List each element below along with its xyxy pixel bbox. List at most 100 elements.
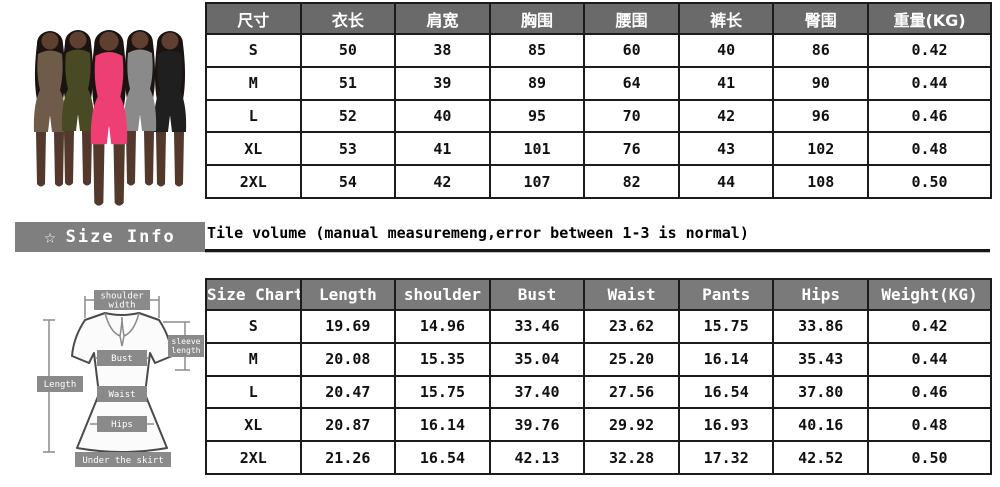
model-figure <box>33 31 67 187</box>
value-cell: 76 <box>583 131 680 167</box>
hips-label-box <box>97 416 147 432</box>
column-header: Bust <box>488 278 586 311</box>
value-cell: 101 <box>488 131 586 167</box>
value-cell: 64 <box>583 65 680 101</box>
value-cell: 35.43 <box>772 341 870 377</box>
table-row: XL 20.87 16.14 39.76 29.92 16.93 40.16 0.48 <box>205 407 992 443</box>
length-label: Length <box>44 380 77 390</box>
column-header: Weight(KG) <box>867 278 992 311</box>
column-header: Waist <box>583 278 680 311</box>
value-cell: 39 <box>394 65 491 101</box>
value-cell: 60 <box>583 33 680 68</box>
measurement-diagram-svg: shoulder width Length Bust Waist Hips sl… <box>37 290 204 467</box>
column-header: 腰围 <box>583 2 680 35</box>
size-cell: XL <box>205 131 302 167</box>
bust-label: Bust <box>111 354 133 364</box>
value-cell: 51 <box>299 65 397 101</box>
under-skirt-label-box <box>75 452 171 467</box>
value-cell: 43 <box>677 131 775 167</box>
table-row: S 19.69 14.96 33.46 23.62 15.75 33.86 0.42 <box>205 309 992 344</box>
value-cell: 16.54 <box>394 440 491 475</box>
sleeve-label-line2: length <box>172 346 201 355</box>
value-cell: 50 <box>299 33 397 68</box>
model-figure <box>153 31 187 187</box>
value-cell: 16.93 <box>677 407 775 443</box>
measurement-note: Tile volume (manual measuremeng,error be… <box>205 221 990 252</box>
value-cell: 0.46 <box>867 98 992 134</box>
dress-collar <box>104 312 140 347</box>
size-cell: L <box>205 98 302 134</box>
size-cell: S <box>205 309 302 344</box>
value-cell: 23.62 <box>583 309 680 344</box>
value-cell: 54 <box>299 164 397 199</box>
sleeve-label-line1: sleeve <box>172 337 201 346</box>
value-cell: 33.46 <box>488 309 586 344</box>
value-cell: 108 <box>772 164 870 199</box>
header-row: Size Chart Length shoulder Bust Waist Pants Hi… <box>205 278 992 311</box>
value-cell: 96 <box>772 98 870 134</box>
waist-label-box <box>97 386 147 402</box>
bust-label-box <box>97 350 147 366</box>
table-row: M 20.08 15.35 35.04 25.20 16.14 35.43 0.44 <box>205 341 992 377</box>
value-cell: 15.35 <box>394 341 491 377</box>
value-cell: 42.13 <box>488 440 586 475</box>
column-header: 肩宽 <box>394 2 491 35</box>
size-table-en: Size Chart Length shoulder Bust Waist Pants Hi… <box>205 278 992 475</box>
value-cell: 37.80 <box>772 374 870 410</box>
model-figure <box>61 30 95 186</box>
value-cell: 86 <box>772 33 870 68</box>
models-illustration <box>33 29 187 206</box>
column-header: Pants <box>677 278 775 311</box>
value-cell: 82 <box>583 164 680 199</box>
size-cell: 2XL <box>205 440 302 475</box>
column-header: 衣长 <box>299 2 397 35</box>
hips-label: Hips <box>111 420 133 430</box>
size-cell: M <box>205 341 302 377</box>
column-header: Hips <box>772 278 870 311</box>
value-cell: 37.40 <box>488 374 586 410</box>
size-cell: 2XL <box>205 164 302 199</box>
value-cell: 38 <box>394 33 491 68</box>
column-header: 胸围 <box>488 2 586 35</box>
value-cell: 0.42 <box>867 33 992 68</box>
value-cell: 29.92 <box>583 407 680 443</box>
value-cell: 20.87 <box>299 407 397 443</box>
table-row: 2XL 54 42 107 82 44 108 0.50 <box>205 164 992 199</box>
value-cell: 14.96 <box>394 309 491 344</box>
size-cell: L <box>205 374 302 410</box>
value-cell: 32.28 <box>583 440 680 475</box>
value-cell: 102 <box>772 131 870 167</box>
value-cell: 0.48 <box>867 407 992 443</box>
value-cell: 16.54 <box>677 374 775 410</box>
column-header: Size Chart <box>205 278 302 311</box>
size-cell: M <box>205 65 302 101</box>
value-cell: 0.50 <box>867 164 992 199</box>
size-cell: S <box>205 33 302 68</box>
size-info-label: Size Info <box>65 227 176 247</box>
model-figure <box>123 30 157 186</box>
value-cell: 20.47 <box>299 374 397 410</box>
value-cell: 42 <box>394 164 491 199</box>
value-cell: 20.08 <box>299 341 397 377</box>
value-cell: 16.14 <box>677 341 775 377</box>
size-cell: XL <box>205 407 302 443</box>
value-cell: 70 <box>583 98 680 134</box>
value-cell: 107 <box>488 164 586 199</box>
value-cell: 85 <box>488 33 586 68</box>
value-cell: 0.46 <box>867 374 992 410</box>
table-row: XL 53 41 101 76 43 102 0.48 <box>205 131 992 167</box>
value-cell: 0.44 <box>867 341 992 377</box>
sleeve-label-box <box>168 335 204 357</box>
model-figure <box>90 29 128 206</box>
product-photo <box>12 4 208 210</box>
header-row: 尺寸 衣长 肩宽 胸围 腰围 裤长 臀围 重量(KG) <box>205 2 992 35</box>
value-cell: 52 <box>299 98 397 134</box>
value-cell: 0.42 <box>867 309 992 344</box>
value-cell: 42 <box>677 98 775 134</box>
size-table-cn: 尺寸 衣长 肩宽 胸围 腰围 裤长 臀围 重量(KG) S 50 38 85 60 40 86 0.42 M 51… <box>205 2 992 199</box>
column-header: 臀围 <box>772 2 870 35</box>
shoulder-label-line2: width <box>108 301 135 311</box>
value-cell: 16.14 <box>394 407 491 443</box>
size-info-banner: ☆ Size Info <box>15 222 205 252</box>
